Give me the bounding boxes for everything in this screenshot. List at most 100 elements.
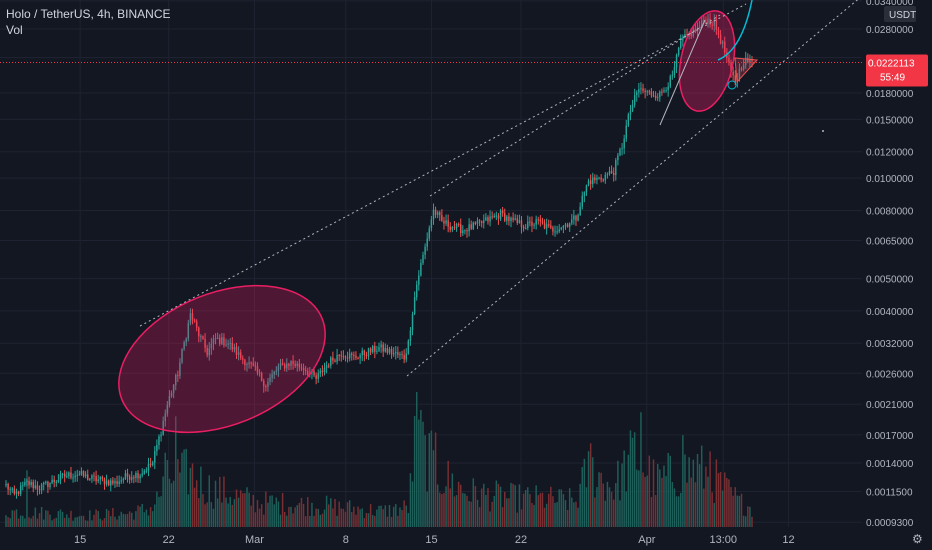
volume-bar: [219, 476, 221, 527]
volume-bar: [193, 487, 196, 527]
candle-body: [55, 481, 58, 483]
candle-body: [66, 476, 68, 478]
candle-body: [619, 149, 621, 156]
volume-bar: [334, 498, 336, 527]
volume-bar: [61, 511, 64, 527]
volume-bar: [292, 513, 294, 527]
consolidation-zone-left[interactable]: [97, 257, 347, 460]
candle-body: [361, 350, 363, 356]
candle-body: [323, 368, 326, 373]
candle-body: [378, 347, 380, 351]
candle-body: [422, 254, 424, 264]
consolidation-zone-right[interactable]: [671, 6, 743, 117]
candle-body: [327, 365, 330, 367]
candle-body: [550, 225, 552, 228]
volume-bar: [42, 519, 45, 527]
candle-body: [351, 353, 353, 355]
candle-body: [552, 227, 554, 232]
lower-channel-line[interactable]: [406, 0, 862, 377]
volume-bar: [17, 518, 20, 527]
volume-bar: [34, 507, 37, 527]
volume-bar: [288, 506, 290, 527]
candle-body: [602, 179, 604, 181]
volume-bar: [78, 516, 81, 527]
volume-bar: [422, 421, 424, 527]
candle-body: [225, 344, 227, 346]
candle-body: [694, 29, 697, 32]
candle-body: [646, 91, 648, 93]
volume-bar: [263, 514, 265, 527]
volume-bar: [667, 452, 669, 527]
volume-bar: [487, 488, 489, 527]
candle-body: [420, 263, 422, 276]
volume-bar: [554, 502, 556, 527]
candle-body: [147, 463, 150, 471]
candle-body: [17, 491, 20, 494]
symbol-title: Holo / TetherUS, 4h, BINANCE: [6, 7, 171, 21]
upper-channel-line[interactable]: [139, 3, 747, 327]
candle-body: [45, 481, 47, 483]
last-price-label: 0.0222113: [868, 59, 915, 70]
candle-body: [296, 363, 299, 366]
volume-bar: [250, 505, 252, 527]
volume-bar: [552, 496, 554, 527]
volume-bar: [135, 511, 137, 527]
volume-bar: [112, 508, 114, 527]
volume-bar: [216, 498, 219, 527]
candle-body: [63, 473, 66, 477]
volume-bar: [495, 480, 498, 527]
candle-body: [439, 212, 441, 216]
volume-bar: [369, 504, 372, 527]
curve-projection[interactable]: [717, 0, 753, 61]
candle-body: [508, 216, 510, 222]
settings-gear-icon[interactable]: ⚙: [912, 532, 923, 546]
volume-bar: [493, 495, 495, 527]
candle-body: [112, 480, 114, 484]
candle-body: [436, 212, 439, 215]
channel-ray[interactable]: [659, 19, 706, 126]
candle-body: [22, 485, 24, 487]
volume-bar: [70, 510, 72, 527]
candle-body: [522, 226, 525, 229]
last-price-badge: [866, 54, 928, 87]
candle-body: [231, 342, 234, 350]
candle-body: [302, 368, 305, 371]
candle-body: [15, 491, 18, 494]
candle-body: [28, 480, 30, 486]
candle-body: [577, 215, 579, 221]
volume-bar: [359, 509, 361, 527]
candle-body: [468, 224, 470, 232]
candle-body: [615, 160, 617, 176]
volume-bar: [619, 500, 621, 527]
pennant-marker[interactable]: [727, 80, 737, 90]
volume-bar: [726, 478, 728, 527]
pennant-marker[interactable]: [734, 57, 759, 84]
volume-bar: [202, 494, 204, 527]
currency-label: USDT: [889, 10, 916, 21]
candle-body: [447, 220, 449, 227]
candle-body: [294, 363, 296, 366]
volume-bar: [302, 503, 305, 527]
candle-body: [42, 482, 45, 485]
candle-body: [596, 177, 598, 181]
volume-bar: [644, 476, 646, 527]
volume-bar: [395, 504, 397, 527]
volume-bar: [608, 487, 611, 527]
volume-bar: [141, 503, 143, 527]
volume-bar: [627, 454, 630, 527]
candle-body: [292, 361, 294, 364]
upper-channel-line[interactable]: [429, 14, 721, 197]
volume-bar: [330, 498, 332, 527]
candle-body: [315, 375, 317, 379]
candle-body: [682, 37, 684, 41]
volume-bar: [384, 505, 387, 527]
volume-bar: [617, 460, 619, 527]
volume-bar: [749, 506, 751, 527]
volume-bar: [239, 490, 242, 527]
candle-body: [738, 68, 741, 79]
volume-bar: [692, 459, 695, 527]
candle-body: [151, 462, 154, 465]
candle-body: [430, 219, 433, 229]
